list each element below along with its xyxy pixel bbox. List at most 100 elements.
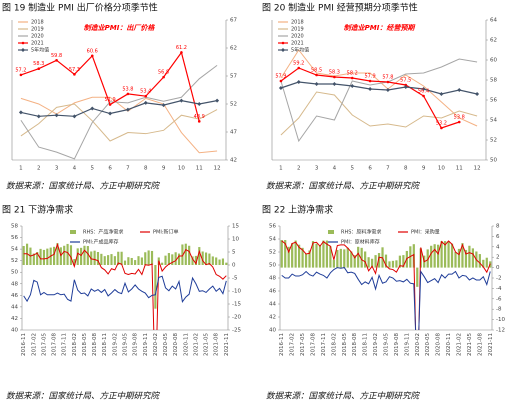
annotation: 制造业PMI：经营预期 bbox=[344, 23, 417, 32]
point-marker bbox=[55, 59, 58, 62]
bar bbox=[113, 256, 116, 265]
data-label: 57.2 bbox=[15, 67, 26, 73]
x-tick-label: 3 bbox=[55, 166, 59, 172]
y2-tick-label: -6 bbox=[496, 296, 502, 302]
data-label: 58.3 bbox=[33, 61, 44, 67]
point-marker bbox=[180, 51, 183, 54]
bar bbox=[388, 261, 391, 268]
x-tick-label: 5 bbox=[91, 166, 95, 172]
y-tick-label: 46 bbox=[11, 293, 18, 299]
bar bbox=[198, 247, 201, 265]
x-tick-label: 2021-11 bbox=[224, 333, 230, 356]
bar bbox=[127, 257, 130, 265]
series-line bbox=[23, 242, 227, 330]
bar bbox=[137, 256, 140, 265]
bar bbox=[191, 256, 194, 265]
bar bbox=[370, 258, 374, 268]
point-marker bbox=[161, 103, 166, 108]
bar bbox=[353, 255, 356, 268]
y2-tick-label: 5 bbox=[232, 250, 236, 256]
x-tick-label: 2021-08 bbox=[214, 333, 220, 356]
data-label: 57.8 bbox=[382, 75, 393, 81]
x-tick-label: 2019-02 bbox=[112, 333, 118, 356]
point-marker bbox=[368, 87, 373, 91]
x-tick-label: 2019-05 bbox=[123, 333, 129, 356]
legend-label: 2019 bbox=[291, 27, 304, 33]
x-tick-label: 2020-05 bbox=[425, 333, 431, 356]
x-tick-label: 2018-11 bbox=[102, 333, 108, 356]
point-marker bbox=[475, 92, 480, 96]
bar bbox=[478, 254, 481, 268]
x-tick-label: 2020-08 bbox=[436, 333, 442, 356]
point-marker bbox=[125, 107, 130, 112]
point-marker bbox=[73, 73, 76, 76]
bar bbox=[336, 249, 339, 268]
bar bbox=[69, 245, 73, 265]
point-marker bbox=[297, 66, 301, 70]
annotation: 制造业PMI：出厂价格 bbox=[84, 23, 156, 32]
point-marker bbox=[385, 88, 390, 92]
x-tick-label: 2021-08 bbox=[477, 333, 483, 356]
y2-tick-label: 0 bbox=[496, 265, 500, 271]
x-tick-label: 2020-08 bbox=[173, 333, 179, 356]
point-marker bbox=[215, 98, 220, 103]
data-label: 57.3 bbox=[69, 67, 80, 73]
point-marker bbox=[90, 54, 94, 58]
series-line bbox=[20, 100, 218, 117]
x-tick-label: 7 bbox=[126, 166, 130, 172]
x-tick-label: 2018-05 bbox=[82, 333, 88, 356]
bar bbox=[167, 253, 170, 265]
y-tick-label: 67 bbox=[230, 18, 237, 24]
data-label: 58.2 bbox=[347, 71, 358, 77]
bar bbox=[103, 256, 106, 265]
x-tick-label: 6 bbox=[368, 166, 372, 172]
bar bbox=[39, 248, 42, 265]
bar bbox=[100, 253, 103, 265]
point-marker bbox=[108, 103, 112, 106]
x-tick-label: 2017-05 bbox=[41, 333, 47, 356]
bar bbox=[485, 257, 488, 268]
bar bbox=[343, 249, 346, 268]
point-marker bbox=[278, 86, 283, 90]
series-line bbox=[281, 240, 491, 330]
data-label: 56.4 bbox=[418, 89, 429, 95]
y2-tick-label: 4 bbox=[496, 244, 500, 250]
point-marker bbox=[440, 126, 443, 130]
legend-marker bbox=[21, 41, 25, 45]
x-tick-label: 2016-11 bbox=[21, 333, 27, 356]
data-label: 58.3 bbox=[329, 70, 340, 76]
source-note: 数据来源：国家统计局、方正中期研究院 bbox=[266, 181, 421, 192]
y2-tick-label: -4 bbox=[496, 286, 502, 292]
point-marker bbox=[179, 98, 184, 103]
x-tick-label: 2018-11 bbox=[363, 333, 369, 356]
x-tick-label: 2021-05 bbox=[467, 333, 473, 356]
bar bbox=[123, 260, 127, 265]
y-tick-label: 58 bbox=[11, 224, 18, 230]
point-marker bbox=[143, 100, 148, 105]
bar bbox=[184, 243, 187, 265]
bar bbox=[225, 262, 228, 265]
bar bbox=[32, 253, 35, 265]
y-tick-label: 58 bbox=[490, 78, 497, 84]
legend-marker bbox=[281, 48, 285, 52]
bar bbox=[468, 245, 471, 268]
series-line bbox=[280, 81, 478, 95]
x-tick-label: 10 bbox=[438, 166, 445, 172]
bar bbox=[364, 251, 367, 268]
bar bbox=[46, 248, 49, 265]
bar bbox=[471, 248, 474, 268]
legend-swatch bbox=[328, 230, 334, 234]
chart-title: 图 21 下游净需求 bbox=[2, 204, 73, 216]
data-label: 58.5 bbox=[311, 68, 322, 74]
bar bbox=[461, 243, 464, 268]
bar bbox=[391, 260, 395, 268]
data-label: 48.9 bbox=[194, 114, 205, 120]
y-tick-label: 42 bbox=[11, 316, 18, 322]
bar bbox=[164, 255, 167, 265]
bar bbox=[294, 240, 297, 268]
bar bbox=[440, 241, 443, 268]
bar bbox=[311, 241, 315, 268]
legend-label: 2020 bbox=[31, 34, 44, 40]
